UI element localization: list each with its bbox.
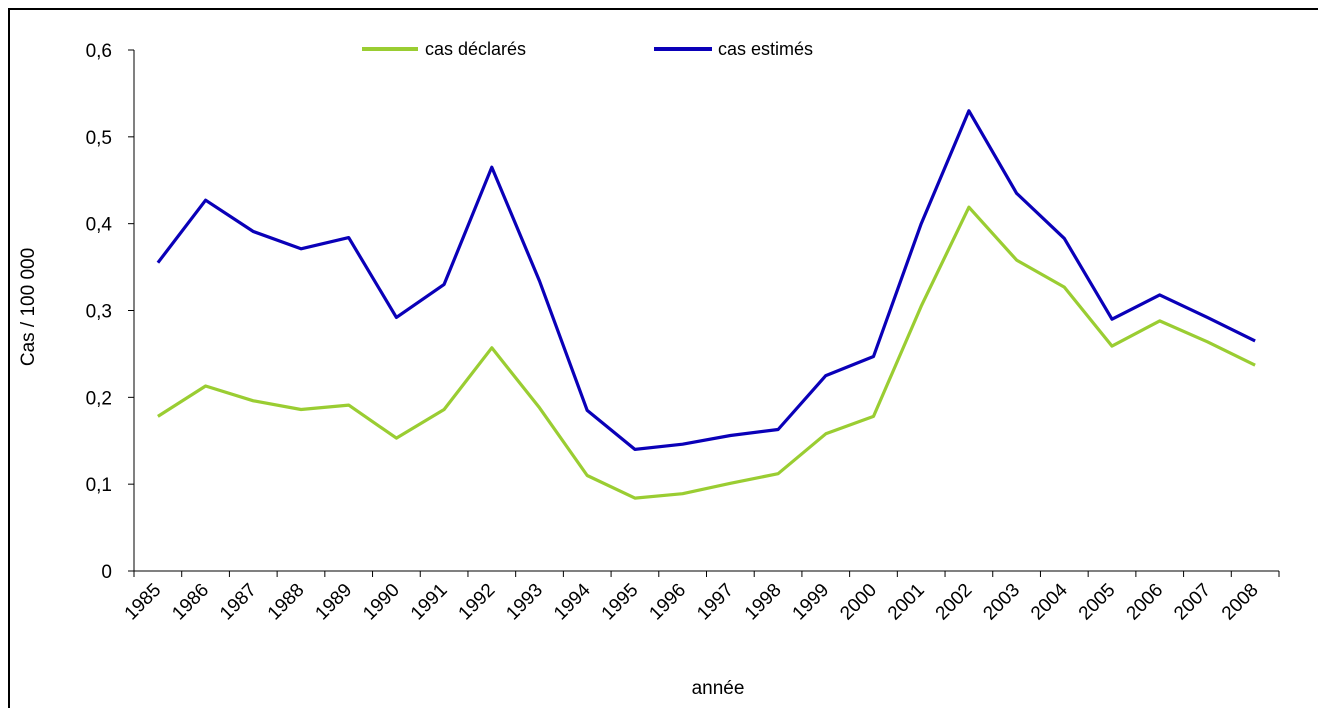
legend: cas déclarés cas estimés bbox=[362, 39, 813, 59]
x-tick-label: 1987 bbox=[216, 580, 261, 625]
x-tick-label: 2007 bbox=[1170, 580, 1215, 625]
series-line-cas-estimes bbox=[156, 109, 1256, 451]
x-tick-label: 1994 bbox=[550, 579, 595, 624]
chart-frame bbox=[8, 8, 1318, 708]
x-tick-label: 1995 bbox=[598, 580, 643, 625]
x-tick-label: 2000 bbox=[836, 580, 881, 625]
y-tick-label: 0,6 bbox=[86, 41, 112, 62]
x-axis-ticks: 1985 1986 1987 1988 1989 1990 1991 1992 1993 1994… bbox=[121, 571, 1280, 625]
x-tick-label: 1998 bbox=[741, 580, 786, 625]
x-tick-label: 2001 bbox=[884, 580, 929, 625]
legend-label-cas-declares: cas déclarés bbox=[425, 39, 526, 59]
x-tick-label: 1997 bbox=[693, 580, 738, 625]
x-tick-label: 2002 bbox=[932, 580, 977, 625]
y-tick-label: 0,4 bbox=[86, 215, 113, 236]
y-tick-label: 0,3 bbox=[86, 302, 112, 323]
series-line-cas-declares bbox=[157, 205, 1256, 500]
x-tick-label: 1986 bbox=[168, 580, 213, 625]
x-tick-label: 1989 bbox=[311, 580, 356, 625]
x-tick-label: 2003 bbox=[979, 580, 1024, 625]
legend-label-cas-estimes: cas estimés bbox=[718, 39, 813, 59]
x-tick-label: 2006 bbox=[1123, 580, 1168, 625]
y-tick-label: 0,2 bbox=[86, 388, 112, 409]
x-tick-label: 2005 bbox=[1075, 580, 1120, 625]
x-tick-label: 1993 bbox=[502, 580, 547, 625]
x-axis-title: année bbox=[692, 678, 745, 699]
y-axis-title: Cas / 100 000 bbox=[18, 248, 39, 366]
x-tick-label: 2004 bbox=[1027, 579, 1072, 624]
y-tick-label: 0,5 bbox=[86, 128, 112, 149]
y-tick-label: 0 bbox=[101, 562, 112, 583]
x-tick-label: 1992 bbox=[455, 580, 500, 625]
y-tick-label: 0,1 bbox=[86, 475, 112, 496]
y-axis-ticks: 0 0,1 0,2 0,3 0,4 0,5 0,6 bbox=[86, 41, 134, 583]
x-tick-label: 1990 bbox=[359, 580, 404, 625]
x-tick-label: 1985 bbox=[121, 580, 166, 625]
series-lines bbox=[156, 109, 1256, 500]
x-tick-label: 1988 bbox=[264, 580, 309, 625]
x-tick-label: 1996 bbox=[645, 580, 690, 625]
x-tick-label: 2008 bbox=[1218, 580, 1263, 625]
x-tick-label: 1999 bbox=[789, 580, 834, 625]
x-tick-label: 1991 bbox=[407, 580, 452, 625]
